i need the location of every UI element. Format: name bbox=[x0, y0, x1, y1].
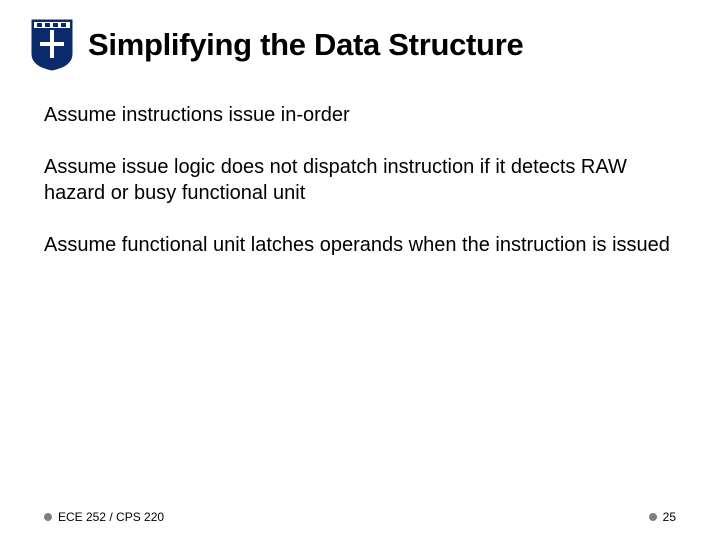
slide-content: Assume instructions issue in-order Assum… bbox=[0, 72, 720, 258]
bullet-item: Assume instructions issue in-order bbox=[44, 102, 676, 128]
bullet-item: Assume issue logic does not dispatch ins… bbox=[44, 154, 676, 206]
header: Simplifying the Data Structure bbox=[0, 0, 720, 72]
bullet-dot-icon bbox=[649, 513, 657, 521]
course-label: ECE 252 / CPS 220 bbox=[58, 510, 164, 524]
page-number: 25 bbox=[663, 510, 676, 524]
university-shield-logo bbox=[30, 18, 74, 72]
footer-page: 25 bbox=[649, 510, 676, 524]
footer: ECE 252 / CPS 220 25 bbox=[0, 510, 720, 524]
slide-title: Simplifying the Data Structure bbox=[88, 27, 523, 63]
bullet-dot-icon bbox=[44, 513, 52, 521]
footer-course: ECE 252 / CPS 220 bbox=[44, 510, 164, 524]
bullet-item: Assume functional unit latches operands … bbox=[44, 232, 676, 258]
